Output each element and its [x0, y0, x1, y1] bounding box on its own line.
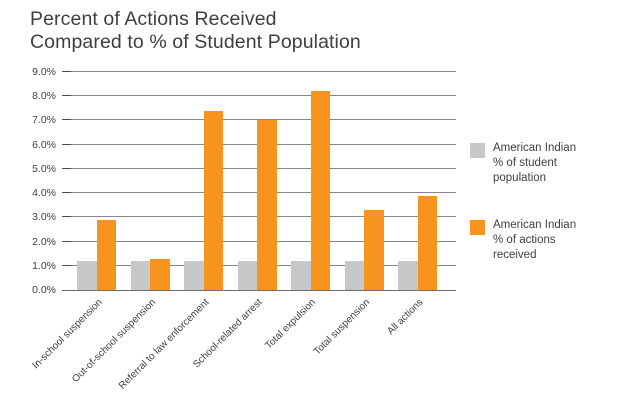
chart-title-line1: Percent of Actions Received: [30, 8, 277, 30]
axis-tick: [62, 192, 71, 194]
bar-population: [291, 260, 311, 290]
y-axis-tick-label: 8.0%: [32, 90, 56, 103]
bar-population: [398, 260, 418, 290]
x-axis-category-label: All actions: [385, 297, 426, 338]
y-axis-tick-label: 3.0%: [32, 211, 56, 224]
chart-title-line2: Compared to % of Student Population: [30, 31, 361, 54]
x-axis-category-label: Total expulsion: [263, 297, 319, 352]
axis-tick: [62, 264, 71, 266]
axis-tick: [62, 240, 71, 242]
x-axis-category-label: Referral to law enforcement: [116, 297, 212, 392]
bar-population: [237, 260, 257, 290]
y-axis-tick-label: 0.0%: [32, 284, 56, 296]
x-axis-line: [62, 290, 456, 291]
axis-tick: [62, 95, 71, 97]
gridline: [62, 95, 456, 97]
bar-population: [344, 260, 364, 290]
axis-tick: [62, 216, 71, 218]
chart-title: Percent of Actions Received Compared to …: [30, 8, 361, 55]
bar-actions: [417, 195, 437, 290]
bar-actions: [310, 91, 330, 290]
legend-swatch-actions: [470, 220, 485, 235]
legend-label: American Indian % of actions received: [493, 219, 577, 261]
y-axis-tick-label: 1.0%: [32, 259, 56, 272]
gridline: [62, 71, 456, 72]
y-axis-tick-label: 9.0%: [32, 66, 56, 78]
bar-actions: [257, 120, 277, 290]
y-axis-tick-label: 4.0%: [32, 187, 56, 200]
axis-tick: [62, 71, 71, 72]
bar-actions: [364, 210, 384, 290]
bar-actions: [203, 110, 223, 290]
y-axis-tick-label: 7.0%: [32, 114, 56, 127]
bar-actions: [96, 219, 116, 290]
y-axis-tick-label: 5.0%: [32, 162, 56, 175]
axis-tick: [62, 143, 71, 145]
gridline: [62, 119, 456, 121]
bar-population: [77, 260, 97, 290]
bar-population: [184, 260, 204, 290]
bar-actions: [150, 258, 170, 290]
bar-population: [130, 260, 150, 290]
axis-tick: [62, 167, 71, 169]
x-axis-category-label: Total suspension: [311, 297, 372, 358]
legend-swatch-population: [470, 143, 485, 158]
axis-tick: [62, 119, 71, 121]
y-axis-tick-label: 6.0%: [32, 138, 56, 151]
legend-label: American Indian % of student population: [493, 142, 577, 184]
y-axis-tick-label: 2.0%: [32, 235, 56, 248]
plot-area: 0.0% 1.0% 2.0% 3.0% 4.0% 5.0% 6.0% 7.0% 8.0% 9.0%…: [30, 66, 456, 392]
